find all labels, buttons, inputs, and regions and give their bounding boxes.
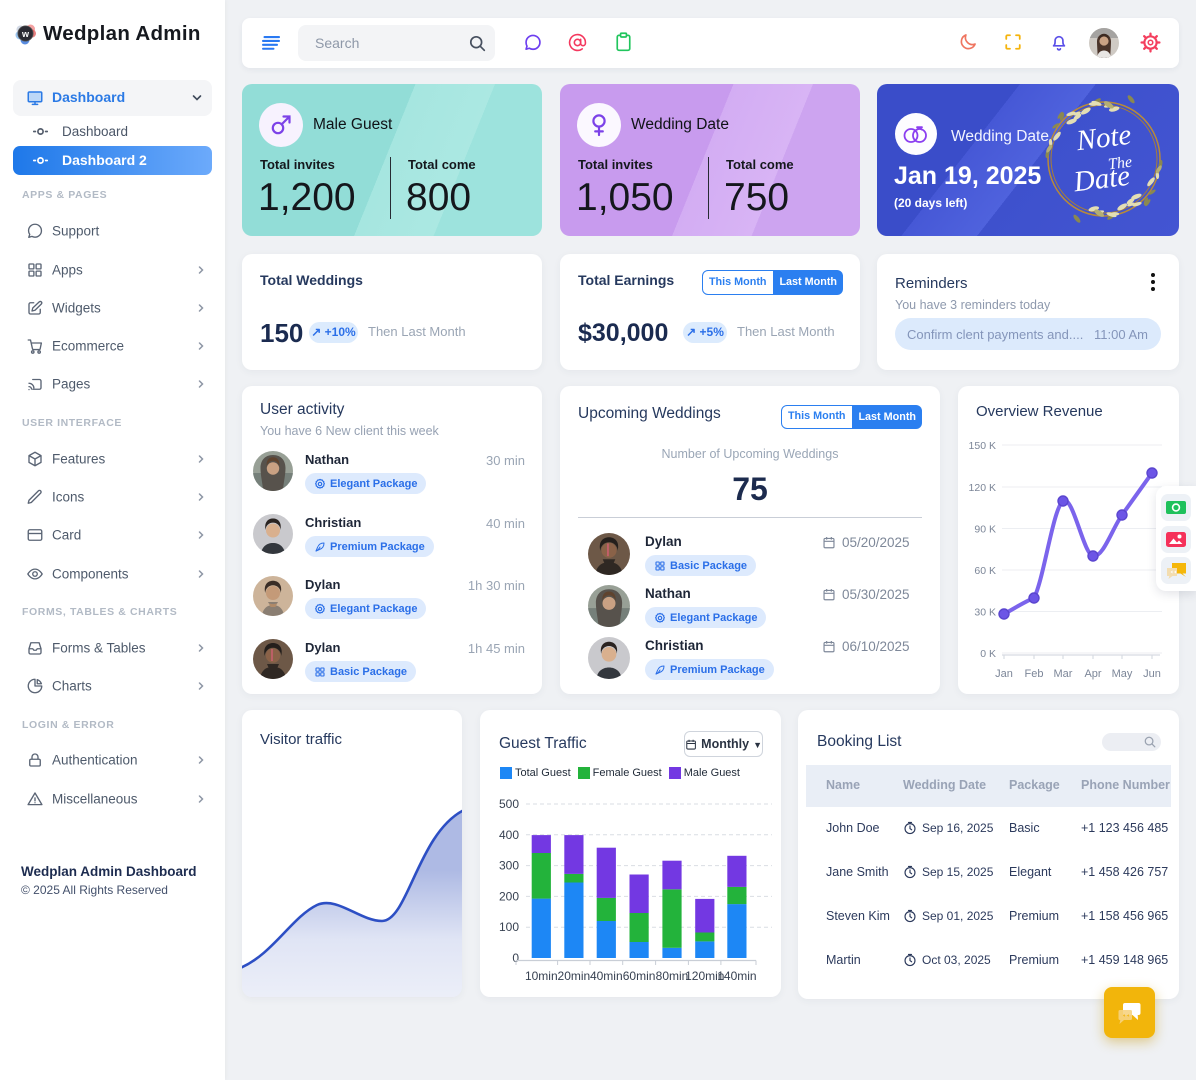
svg-text:0 K: 0 K [980, 648, 996, 660]
svg-text:80min: 80min [656, 969, 689, 983]
svg-text:The: The [1107, 154, 1133, 174]
svg-text:Jan: Jan [995, 668, 1013, 680]
svg-text:90 K: 90 K [974, 524, 996, 536]
svg-text:150 K: 150 K [969, 440, 996, 452]
svg-text:Apr: Apr [1084, 668, 1101, 680]
svg-text:60 K: 60 K [974, 565, 996, 577]
svg-text:Jun: Jun [1143, 668, 1161, 680]
svg-text:100: 100 [499, 920, 519, 934]
svg-text:10min: 10min [525, 969, 558, 983]
svg-text:300: 300 [499, 859, 519, 873]
svg-text:30 K: 30 K [974, 607, 996, 619]
svg-text:Note: Note [1074, 119, 1133, 158]
svg-text:500: 500 [499, 797, 519, 811]
svg-text:400: 400 [499, 828, 519, 842]
svg-text:200: 200 [499, 889, 519, 903]
svg-text:120 K: 120 K [969, 482, 996, 494]
svg-text:120min: 120min [685, 969, 724, 983]
svg-text:Date: Date [1071, 160, 1132, 199]
svg-text:0: 0 [512, 951, 519, 965]
svg-text:20min: 20min [558, 969, 591, 983]
svg-text:Mar: Mar [1054, 668, 1073, 680]
svg-text:w: w [21, 29, 30, 39]
svg-text:May: May [1112, 668, 1133, 680]
svg-text:Feb: Feb [1025, 668, 1044, 680]
svg-text:40min: 40min [590, 969, 623, 983]
svg-text:60min: 60min [623, 969, 656, 983]
svg-text:140min: 140min [717, 969, 756, 983]
